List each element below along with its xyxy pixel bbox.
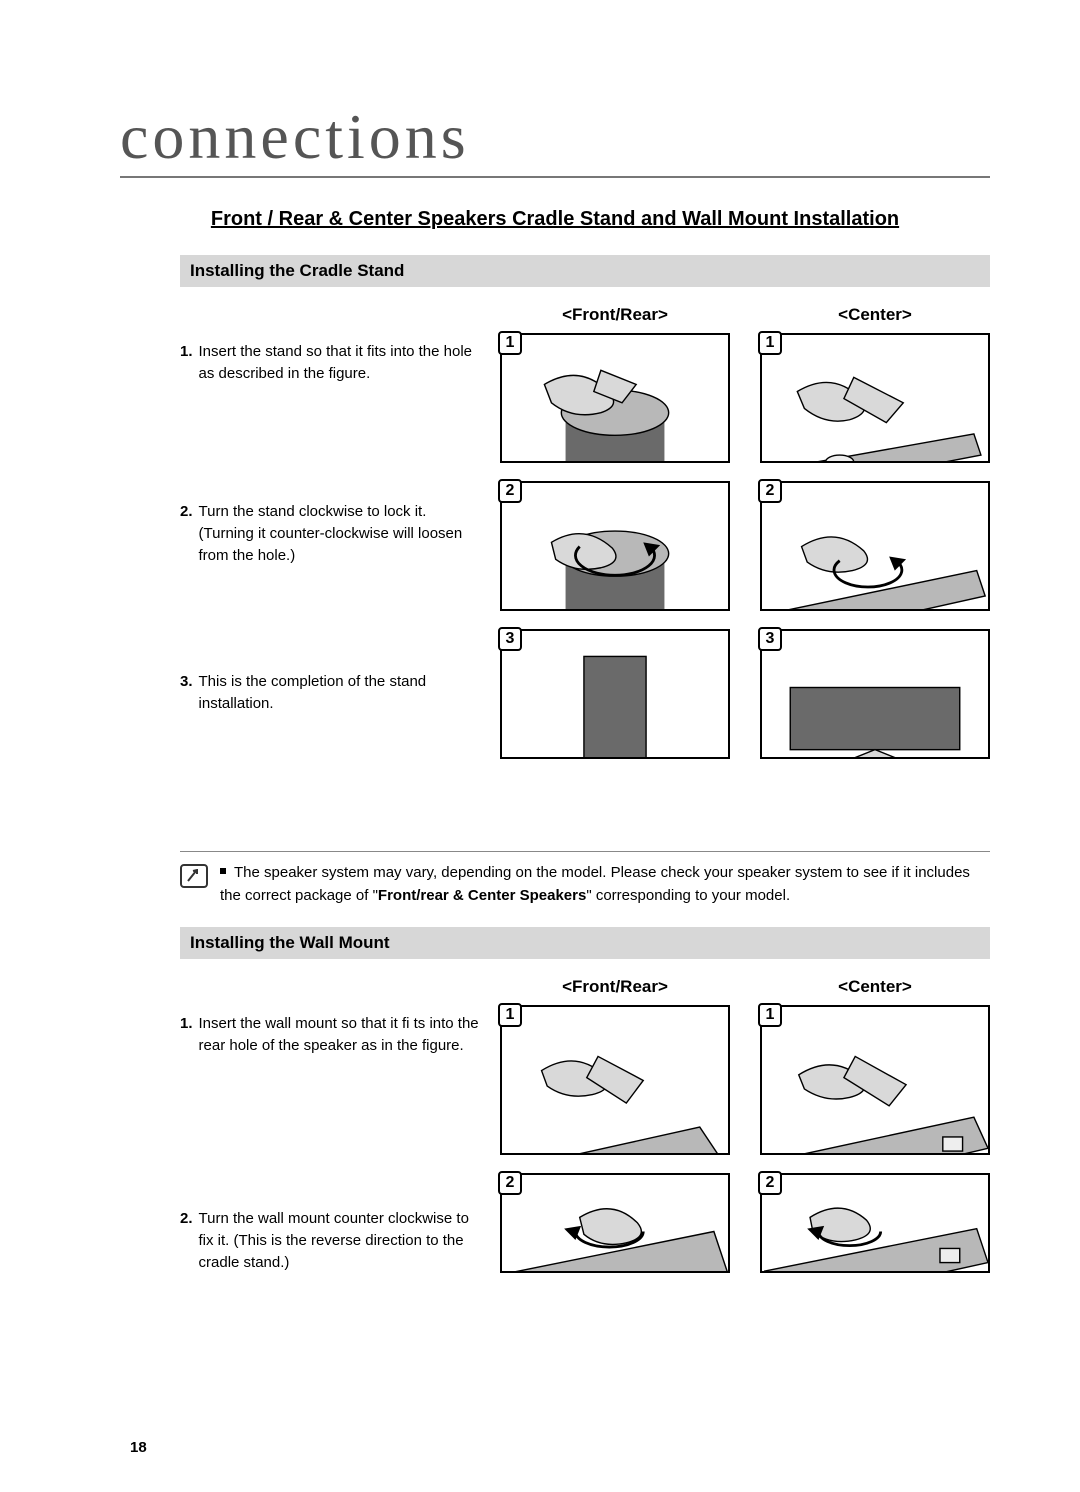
figure-row: 3 3 (500, 629, 990, 759)
figure-badge: 3 (758, 627, 782, 651)
note-post: " corresponding to your model. (586, 887, 790, 904)
step-text: Turn the wall mount counter clockwise to… (199, 1208, 480, 1328)
cradle-steps-column: 1. Insert the stand so that it fits into… (180, 305, 480, 831)
cradle-step: 2. Turn the stand clockwise to lock it. … (180, 501, 480, 651)
figure-column-headers: <Front/Rear> <Center> (500, 305, 990, 325)
figure-row: 1 1 (500, 333, 990, 463)
figure-cell: 2 (760, 1173, 990, 1273)
wall-step: 1. Insert the wall mount so that it fi t… (180, 1013, 480, 1188)
section-title: Front / Rear & Center Speakers Cradle St… (120, 208, 990, 231)
figure-frame (500, 333, 730, 463)
note-bold: Front/rear & Center Speakers (378, 887, 586, 904)
page-number: 18 (130, 1439, 147, 1456)
figure-frame (500, 481, 730, 611)
step-number: 1. (180, 1013, 193, 1188)
figure-frame (760, 481, 990, 611)
step-text: Insert the stand so that it fits into th… (199, 341, 480, 481)
figure-row: 2 2 (500, 1173, 990, 1273)
figure-frame (760, 629, 990, 759)
figure-cell: 3 (760, 629, 990, 759)
col-header-center: <Center> (760, 977, 990, 997)
cradle-step: 3. This is the completion of the stand i… (180, 671, 480, 811)
figure-badge: 1 (758, 331, 782, 355)
figure-cell: 3 (500, 629, 730, 759)
col-header-front: <Front/Rear> (500, 977, 730, 997)
figure-frame (500, 1173, 730, 1273)
figure-cell: 1 (500, 333, 730, 463)
illustration-icon (502, 335, 728, 463)
illustration-icon (762, 335, 988, 463)
col-header-center: <Center> (760, 305, 990, 325)
subheader-wall: Installing the Wall Mount (180, 927, 990, 959)
bullet-icon (220, 868, 226, 874)
page-title: connections (120, 100, 990, 178)
step-number: 1. (180, 341, 193, 481)
figure-frame (760, 333, 990, 463)
step-text: Turn the stand clockwise to lock it. (Tu… (199, 501, 480, 651)
figure-badge: 2 (758, 1171, 782, 1195)
note-icon (180, 864, 208, 888)
note-text: The speaker system may vary, depending o… (220, 862, 990, 907)
figure-cell: 2 (500, 1173, 730, 1273)
figure-badge: 3 (498, 627, 522, 651)
illustration-icon (502, 1007, 728, 1155)
step-number: 3. (180, 671, 193, 811)
figure-frame (760, 1173, 990, 1273)
figure-badge: 2 (758, 479, 782, 503)
cradle-content: 1. Insert the stand so that it fits into… (180, 305, 990, 831)
figure-cell: 1 (760, 333, 990, 463)
illustration-icon (762, 483, 988, 611)
figure-frame (500, 629, 730, 759)
figure-cell: 2 (500, 481, 730, 611)
step-text: This is the completion of the stand inst… (199, 671, 480, 811)
illustration-icon (762, 1175, 988, 1273)
figure-cell: 2 (760, 481, 990, 611)
wall-figures-column: <Front/Rear> <Center> 1 (500, 977, 990, 1348)
figure-row: 1 1 (500, 1005, 990, 1155)
wall-steps-column: 1. Insert the wall mount so that it fi t… (180, 977, 480, 1348)
figure-badge: 1 (498, 331, 522, 355)
illustration-icon (502, 631, 728, 759)
illustration-icon (502, 1175, 728, 1273)
figure-cell: 1 (500, 1005, 730, 1155)
page-root: connections Front / Rear & Center Speake… (0, 0, 1080, 1388)
figure-row: 2 2 (500, 481, 990, 611)
step-number: 2. (180, 1208, 193, 1328)
figure-column-headers: <Front/Rear> <Center> (500, 977, 990, 997)
wall-content: 1. Insert the wall mount so that it fi t… (180, 977, 990, 1348)
cradle-figures-column: <Front/Rear> <Center> 1 (500, 305, 990, 831)
step-number: 2. (180, 501, 193, 651)
figure-badge: 2 (498, 479, 522, 503)
cradle-step: 1. Insert the stand so that it fits into… (180, 341, 480, 481)
figure-badge: 2 (498, 1171, 522, 1195)
col-header-front: <Front/Rear> (500, 305, 730, 325)
figure-badge: 1 (498, 1003, 522, 1027)
figure-frame (760, 1005, 990, 1155)
note-row: The speaker system may vary, depending o… (180, 851, 990, 907)
subheader-cradle: Installing the Cradle Stand (180, 255, 990, 287)
illustration-icon (762, 1007, 988, 1155)
step-text: Insert the wall mount so that it fi ts i… (199, 1013, 480, 1188)
wall-step: 2. Turn the wall mount counter clockwise… (180, 1208, 480, 1328)
illustration-icon (502, 483, 728, 611)
figure-badge: 1 (758, 1003, 782, 1027)
figure-frame (500, 1005, 730, 1155)
figure-cell: 1 (760, 1005, 990, 1155)
illustration-icon (762, 631, 988, 759)
